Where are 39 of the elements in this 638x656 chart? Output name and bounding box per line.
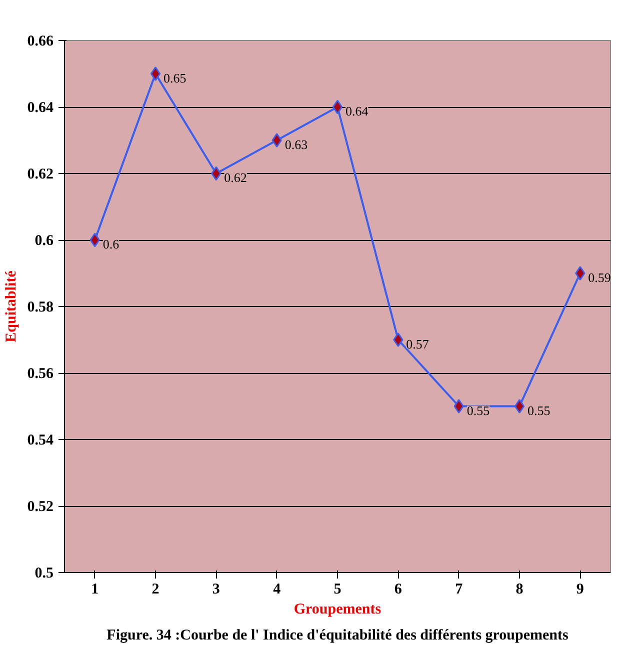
x-tick-label: 4 bbox=[273, 582, 282, 598]
point bbox=[393, 332, 404, 347]
y-tick-label: 0.58 bbox=[27, 300, 54, 316]
y-tick-label: 0.5 bbox=[34, 566, 54, 582]
x-axis-title: Groupements bbox=[294, 602, 382, 618]
data-label: 0.55 bbox=[528, 402, 550, 418]
x-tick-label: 6 bbox=[394, 582, 402, 598]
point bbox=[332, 100, 343, 114]
data-label: 0.62 bbox=[224, 170, 247, 185]
x-tick-label: 1 bbox=[91, 582, 99, 598]
x-tick-label: 2 bbox=[152, 582, 160, 598]
x-tick-label: 3 bbox=[212, 582, 220, 598]
y-tick-label: 0.6 bbox=[34, 233, 54, 249]
y-tick-label: 0.62 bbox=[27, 166, 54, 182]
y-tick-label: 0.54 bbox=[27, 432, 54, 448]
y-axis-title: Equitablité bbox=[3, 270, 20, 342]
data-label: 0.55 bbox=[466, 402, 490, 418]
point bbox=[150, 66, 161, 81]
data-label: 0.6 bbox=[102, 236, 120, 252]
data-label: 0.64 bbox=[346, 104, 369, 118]
text: Figure. 34 :Courbe de l' Indice d'équitabilité des différents groupements bbox=[106, 628, 568, 644]
data-label: 0.65 bbox=[164, 70, 186, 86]
y-tick-label: 0.66 bbox=[27, 34, 54, 50]
point bbox=[575, 266, 586, 280]
x-tick-label: 9 bbox=[576, 582, 584, 598]
point bbox=[514, 399, 525, 414]
data-label: 0.59 bbox=[588, 270, 611, 285]
data-label: 0.57 bbox=[406, 336, 430, 352]
data-label: 0.63 bbox=[284, 136, 308, 152]
y-tick-label: 0.64 bbox=[27, 100, 54, 116]
y-tick-label: 0.52 bbox=[27, 499, 54, 515]
point bbox=[454, 399, 464, 414]
point bbox=[272, 133, 282, 148]
y-tick-label: 0.56 bbox=[27, 366, 54, 382]
point bbox=[211, 166, 222, 181]
x-tick-label: 5 bbox=[334, 582, 342, 598]
point bbox=[90, 232, 100, 248]
x-tick-label: 8 bbox=[516, 582, 524, 598]
x-tick-label: 7 bbox=[455, 582, 464, 598]
